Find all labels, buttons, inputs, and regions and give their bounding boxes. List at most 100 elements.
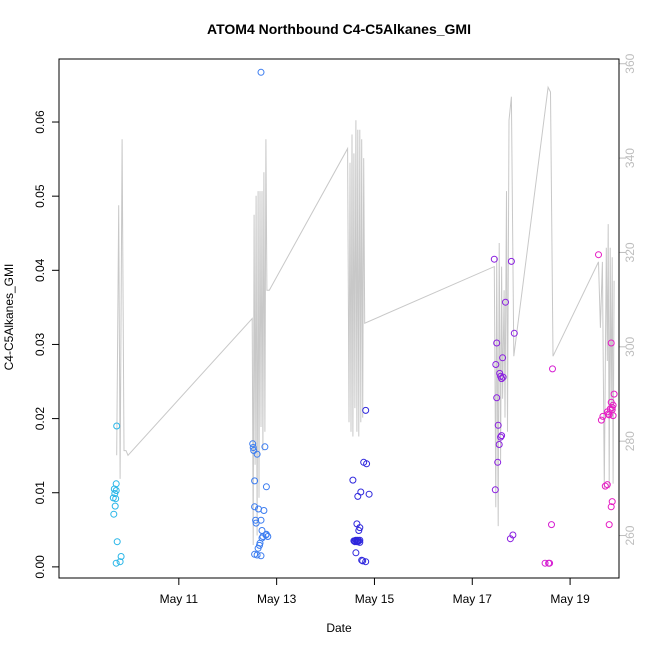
data-point: [262, 531, 270, 539]
data-point: [252, 516, 260, 524]
data-point: [352, 549, 360, 557]
data-point: [257, 68, 265, 76]
data-point: [113, 538, 121, 546]
data-point: [365, 490, 373, 498]
data-point: [264, 533, 272, 540]
data-point: [355, 537, 363, 545]
data-point: [595, 251, 602, 259]
data-point: [506, 535, 514, 543]
x-tick-label: May 19: [550, 592, 590, 606]
data-point: [499, 354, 507, 362]
data-point: [349, 476, 357, 484]
data-point: [495, 441, 503, 448]
data-point: [109, 494, 117, 502]
data-point: [605, 521, 613, 529]
y-tick-label: 0.01: [33, 481, 47, 505]
data-point: [608, 498, 616, 506]
x-tick-label: May 11: [160, 592, 199, 606]
data-point: [257, 552, 265, 560]
secondary-y-axis: 260 280 300 320 340 360: [618, 53, 637, 546]
data-point: [357, 488, 365, 496]
plot-area: [109, 68, 618, 567]
y-tick-label: 0.03: [33, 332, 47, 356]
x-axis-label: Date: [326, 621, 352, 635]
data-point: [362, 558, 370, 566]
data-point: [111, 490, 119, 497]
data-point: [491, 486, 499, 494]
data-point: [257, 516, 265, 524]
data-point: [610, 390, 618, 398]
data-point: [253, 450, 261, 458]
data-point: [549, 365, 556, 373]
data-point: [359, 557, 367, 565]
y2-tick-label: 320: [623, 242, 637, 262]
data-point: [507, 257, 515, 265]
x-tick-label: May 17: [453, 592, 493, 606]
data-point: [355, 527, 363, 534]
data-point: [110, 510, 118, 518]
scatter-series-3: [349, 406, 373, 566]
y-tick-label: 0.05: [33, 184, 47, 208]
y2-tick-label: 360: [623, 53, 637, 73]
data-point: [603, 481, 611, 489]
data-point: [249, 444, 257, 451]
y2-tick-label: 280: [623, 431, 637, 451]
y2-tick-label: 300: [623, 336, 637, 356]
data-point: [358, 556, 366, 564]
plot-frame: [58, 58, 620, 579]
x-tick-label: May 13: [257, 592, 297, 606]
data-point: [499, 373, 507, 381]
y-tick-label: 0.06: [33, 110, 47, 134]
data-point: [251, 503, 259, 511]
data-point: [607, 339, 615, 347]
data-point: [597, 416, 605, 424]
data-point: [354, 492, 362, 500]
scatter-series-4: [490, 255, 518, 543]
data-point: [494, 458, 502, 466]
data-point: [111, 502, 119, 510]
data-point: [599, 412, 607, 420]
data-point: [117, 553, 125, 560]
y2-tick-label: 260: [623, 525, 637, 545]
data-point: [260, 507, 268, 514]
data-point: [354, 536, 362, 544]
scatter-series-6: [595, 251, 618, 529]
data-point: [492, 361, 500, 368]
y-axis-label: C4-C5Alkanes_GMI: [2, 264, 16, 371]
data-point: [262, 483, 270, 491]
y-axis: 0.00 0.01 0.02 0.03 0.04 0.05 0.06: [33, 110, 60, 579]
data-point: [502, 298, 509, 306]
data-point: [608, 404, 616, 411]
data-point: [256, 541, 263, 549]
data-point: [494, 421, 502, 429]
data-point: [363, 460, 371, 468]
data-point: [490, 255, 498, 263]
scatter-series-2: [249, 68, 272, 560]
data-point: [548, 521, 555, 529]
data-point: [546, 559, 554, 567]
data-point: [607, 503, 615, 511]
data-point: [356, 536, 364, 544]
data-point: [609, 412, 617, 420]
y-tick-label: 0.00: [33, 555, 47, 579]
y2-tick-label: 340: [623, 148, 637, 168]
data-point: [497, 433, 505, 441]
data-point: [605, 411, 613, 419]
data-point: [498, 432, 506, 440]
data-point: [601, 482, 609, 490]
data-point: [493, 394, 501, 402]
data-point: [493, 339, 501, 347]
data-point: [116, 558, 124, 566]
data-point: [356, 524, 364, 532]
scatter-series-5: [541, 365, 556, 567]
data-point: [498, 375, 506, 383]
y-tick-label: 0.04: [33, 258, 47, 282]
data-point: [110, 485, 118, 493]
x-tick-label: May 15: [355, 592, 395, 606]
chart-title: ATOM4 Northbound C4-C5Alkanes_GMI: [207, 21, 471, 37]
data-point: [607, 398, 615, 406]
secondary-line-series: [116, 85, 615, 546]
data-point: [261, 443, 269, 451]
data-point: [249, 440, 257, 448]
